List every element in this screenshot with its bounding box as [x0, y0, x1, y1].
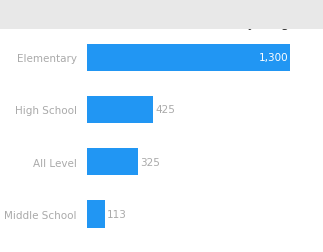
Bar [87, 201, 105, 228]
Bar [87, 149, 138, 176]
Text: 425: 425 [155, 105, 175, 115]
Text: 113: 113 [107, 209, 127, 219]
Text: 1,300: 1,300 [258, 53, 288, 63]
Bar [87, 44, 290, 72]
Text: 325: 325 [140, 157, 160, 167]
Bar [87, 97, 153, 123]
Title: Number of Candidates by Program: Number of Candidates by Program [85, 17, 316, 30]
